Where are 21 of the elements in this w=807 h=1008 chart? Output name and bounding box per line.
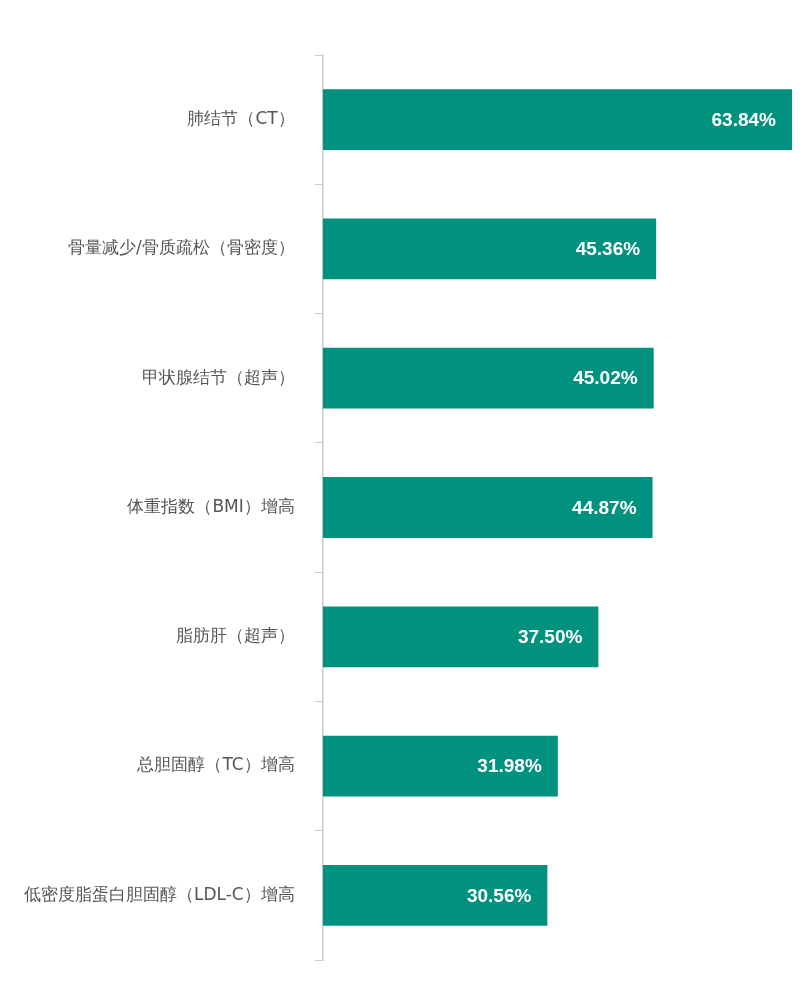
data-label: 44.87%	[572, 496, 637, 518]
data-label: 45.02%	[573, 367, 638, 389]
y-tick-label: 体重指数（BMI）增高	[127, 495, 295, 516]
bar	[322, 218, 657, 280]
data-label: 30.56%	[466, 884, 532, 906]
data-label: 37.50%	[517, 626, 583, 648]
bar	[322, 89, 792, 151]
bar	[322, 606, 599, 668]
data-label: 45.36%	[575, 238, 641, 260]
y-tick-label: 总胆固醇（TC）增高	[136, 754, 295, 775]
data-label: 31.98%	[477, 755, 542, 777]
bar	[322, 347, 654, 409]
y-tick-label: 甲状腺结节（超声）	[141, 366, 295, 387]
y-tick-label: 低密度脂蛋白胆固醇（LDL-C）增高	[23, 883, 295, 904]
bar	[322, 735, 558, 797]
bar	[322, 477, 653, 538]
bar	[322, 864, 548, 926]
y-tick-label: 脂肪肝（超声）	[175, 625, 295, 646]
y-tick-label: 骨量减少/骨质疏松（骨密度）	[68, 237, 295, 258]
data-label: 63.84%	[711, 108, 777, 130]
y-tick-label: 肺结节（CT）	[187, 108, 295, 129]
